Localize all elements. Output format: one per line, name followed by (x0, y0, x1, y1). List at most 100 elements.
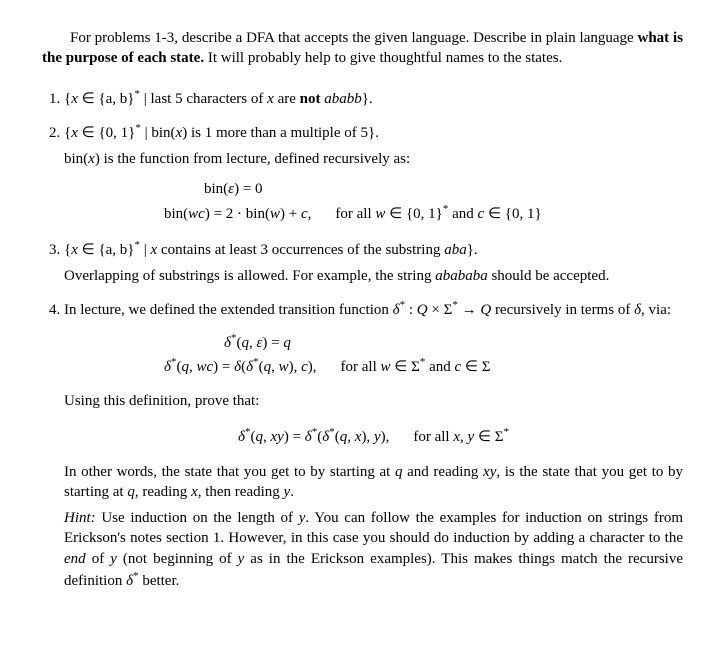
p4-pr-q1: q (256, 429, 264, 445)
p3-set: {a, b} (98, 242, 134, 258)
problem-3: {x ∈ {a, b}* | x contains at least 3 occ… (64, 238, 683, 287)
p1-rbrace: }. (362, 91, 373, 107)
p4-eq2-r2: ), (289, 359, 302, 375)
p1-patt: ababb (324, 91, 362, 107)
p4-hint-t3: of (86, 551, 111, 567)
p4-pr-xy: xy (271, 429, 284, 445)
p1-are: are (274, 91, 300, 107)
p3-patt: aba (444, 242, 467, 258)
p2-eq2-side-w: w (375, 206, 385, 222)
p2-eq2-l: bin( (164, 206, 188, 222)
p2-eq2: bin(wc) = 2 · bin(w) + c,for all w ∈ {0,… (64, 202, 683, 224)
p2-sub-t2: ) is the function from lecture, defined … (95, 151, 410, 167)
p4-eq2-d1: δ (164, 359, 171, 375)
p2-eq1-r: ) = 0 (234, 181, 262, 197)
p4-t2: recursively in terms of (491, 302, 634, 318)
p4-pr-side: for all x, y ∈ Σ* (413, 429, 509, 445)
p4-hint-t4: (not beginning of (117, 551, 238, 567)
p4-eq2-side-w: w (381, 359, 391, 375)
p4-expl-q2: q (127, 484, 135, 500)
p4-prove: Using this definition, prove that: (64, 391, 683, 411)
p4-eq2-mid2: , (271, 359, 279, 375)
p4-pr-side-in: ∈ Σ (474, 429, 503, 445)
p3-sub-t2: should be accepted. (488, 268, 610, 284)
p4-colon: : (405, 302, 417, 318)
p4-def-equations: δ*(q, ε) = q δ*(q, wc) = δ(δ*(q, w), c),… (64, 331, 683, 378)
p1-var2: x (267, 91, 274, 107)
p2-eq2-side-in1: ∈ {0, 1} (385, 206, 442, 222)
p4-prove-eq: δ*(q, xy) = δ*(δ*(q, x), y),for all x, y… (64, 425, 683, 447)
p4-pr-side-star: * (503, 426, 509, 438)
p4-expl-t1: In other words, the state that you get t… (64, 464, 395, 480)
p3-mid: | (140, 242, 151, 258)
p3-subpara: Overlapping of substrings is allowed. Fo… (64, 266, 683, 286)
intro-text-2: It will probably help to give thoughtful… (204, 50, 562, 66)
p4-eq2-w: w (279, 359, 289, 375)
p4-pr-y: y (374, 429, 381, 445)
p4-hint-t6: better. (139, 573, 180, 589)
p1-set: {a, b} (98, 91, 134, 107)
p4-hint-y2: y (110, 551, 117, 567)
problem-2: {x ∈ {0, 1}* | bin(x) is 1 more than a m… (64, 121, 683, 224)
p4-pr-mid1: , (263, 429, 271, 445)
problem-1: {x ∈ {a, b}* | last 5 characters of x ar… (64, 87, 683, 109)
p2-eq2-wc: wc (188, 206, 205, 222)
p4-eq2-side-for: for all (341, 359, 381, 375)
p4-eq2-q2: q (264, 359, 272, 375)
p2-in: ∈ (78, 125, 99, 141)
p4-expl-t4: , reading (135, 484, 191, 500)
p4-eq2-side-in2: ∈ Σ (461, 359, 490, 375)
p4-pr-d1: δ (238, 429, 245, 445)
p2-rest: ) is 1 more than a multiple of 5}. (182, 125, 379, 141)
p2-eq2-side-in2: ∈ {0, 1} (484, 206, 541, 222)
p4-times: × Σ (428, 302, 453, 318)
p1-var: x (71, 91, 78, 107)
p2-sub-t1: bin( (64, 151, 88, 167)
problem-4: In lecture, we defined the extended tran… (64, 298, 683, 591)
p2-mid: | bin( (141, 125, 176, 141)
p4-eq2-side-and: and (425, 359, 454, 375)
p4-pr-d2: δ (305, 429, 312, 445)
p4-eq2-side-in1: ∈ Σ (391, 359, 420, 375)
p4-hint-delta: δ (126, 573, 133, 589)
p4-Q2: Q (480, 302, 491, 318)
p4-t1: In lecture, we defined the extended tran… (64, 302, 393, 318)
p2-var: x (71, 125, 78, 141)
p2-eq2-comma: , (308, 206, 312, 222)
p3-sub-patt: abababa (435, 268, 488, 284)
p4-pr-side-for: for all (413, 429, 453, 445)
p4-expl-x: x (191, 484, 198, 500)
p4-eq2: δ*(q, wc) = δ(δ*(q, w), c),for all w ∈ Σ… (64, 355, 683, 377)
problem-list: {x ∈ {a, b}* | last 5 characters of x ar… (42, 87, 683, 592)
p4-eq2-q: q (181, 359, 189, 375)
p2-eq2-side: for all w ∈ {0, 1}* and c ∈ {0, 1} (335, 206, 541, 222)
p4-pr-r3: ), (381, 429, 390, 445)
p4-hint-t1: Use induction on the length of (96, 510, 299, 526)
p2-eq2-side-for: for all (335, 206, 375, 222)
p4-expl-xy: xy (483, 464, 496, 480)
p2-eq1: bin(ε) = 0 (64, 179, 683, 199)
p4-arrow: → (458, 302, 481, 318)
p1-mid: | last 5 characters of (140, 91, 267, 107)
p2-subpara: bin(x) is the function from lecture, def… (64, 149, 683, 169)
p4-hint: Hint: Use induction on the length of y. … (64, 508, 683, 591)
p4-hint-label: Hint: (64, 510, 96, 526)
p3-var: x (71, 242, 78, 258)
intro-paragraph: For problems 1-3, describe a DFA that ac… (42, 28, 683, 69)
intro-text-1: For problems 1-3, describe a DFA that ac… (70, 30, 638, 46)
p4-pr-mid2: , (347, 429, 355, 445)
p4-eq2-r3: ), (308, 359, 317, 375)
p1-in: ∈ (78, 91, 99, 107)
p2-set: {0, 1} (98, 125, 135, 141)
p4-delta2: δ (634, 302, 641, 318)
p4-eq1-q2: q (283, 335, 291, 351)
p4-eq1-r: ) = (262, 335, 283, 351)
p2-equations: bin(ε) = 0 bin(wc) = 2 · bin(w) + c,for … (64, 179, 683, 224)
p2-eq2-side-and: and (448, 206, 477, 222)
p4-eq1: δ*(q, ε) = q (64, 331, 683, 353)
p4-expl-t5: , then reading (198, 484, 284, 500)
p4-eq1-d: δ (224, 335, 231, 351)
p4-pr-side-x: x (453, 429, 460, 445)
p4-Q: Q (417, 302, 428, 318)
p3-sub-t1: Overlapping of substrings is allowed. Fo… (64, 268, 435, 284)
